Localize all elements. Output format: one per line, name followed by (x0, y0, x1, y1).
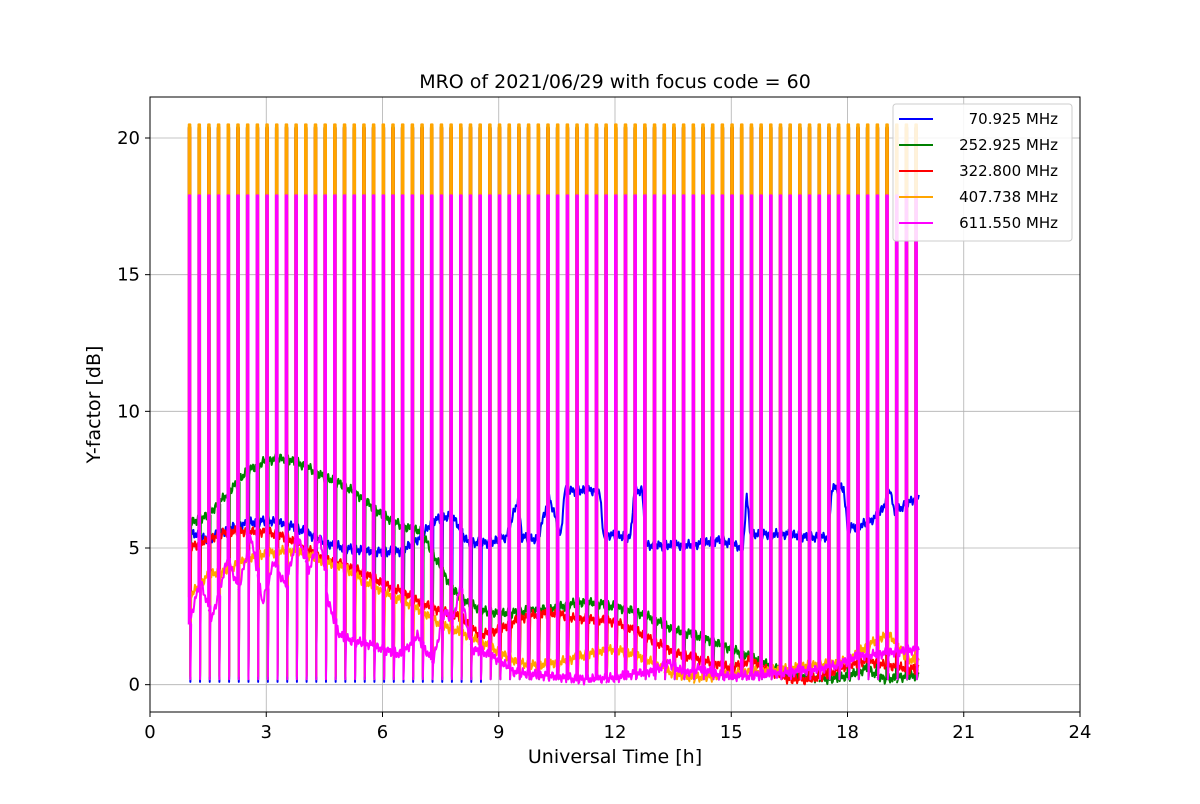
x-tick-label: 24 (1069, 722, 1092, 743)
x-axis-title: Universal Time [h] (528, 746, 702, 768)
chart-title: MRO of 2021/06/29 with focus code = 60 (419, 71, 811, 93)
legend-label: 70.925 MHz (969, 110, 1058, 128)
legend-label: 322.800 MHz (959, 162, 1058, 180)
series-line (187, 127, 920, 686)
legend-label: 611.550 MHz (959, 214, 1058, 232)
legend-box (892, 103, 1073, 242)
y-tick-label: 0 (129, 675, 140, 696)
series-line (187, 194, 920, 686)
y-tick-label: 10 (117, 401, 140, 422)
x-tick-label: 15 (720, 722, 743, 743)
x-tick-label: 18 (836, 722, 859, 743)
x-tick-label: 21 (952, 722, 975, 743)
x-tick-label: 12 (604, 722, 627, 743)
legend: 70.925 MHz 252.925 MHz 322.800 MHz 407.738 … (892, 103, 1073, 242)
legend-label: 252.925 MHz (959, 136, 1058, 154)
x-tick-label: 3 (261, 722, 272, 743)
y-tick-label: 15 (117, 265, 140, 286)
legend-label: 407.738 MHz (959, 188, 1058, 206)
y-axis-title: Y-factor [dB] (83, 346, 105, 465)
x-tick-label: 0 (144, 722, 155, 743)
tick-layer: 0 3 6 9 12 15 18 21 24 0 5 10 15 20 (117, 128, 1091, 743)
data-layer (187, 123, 920, 686)
y-tick-label: 5 (129, 538, 140, 559)
y-tick-label: 20 (117, 128, 140, 149)
x-tick-label: 9 (493, 722, 504, 743)
x-tick-label: 6 (377, 722, 388, 743)
